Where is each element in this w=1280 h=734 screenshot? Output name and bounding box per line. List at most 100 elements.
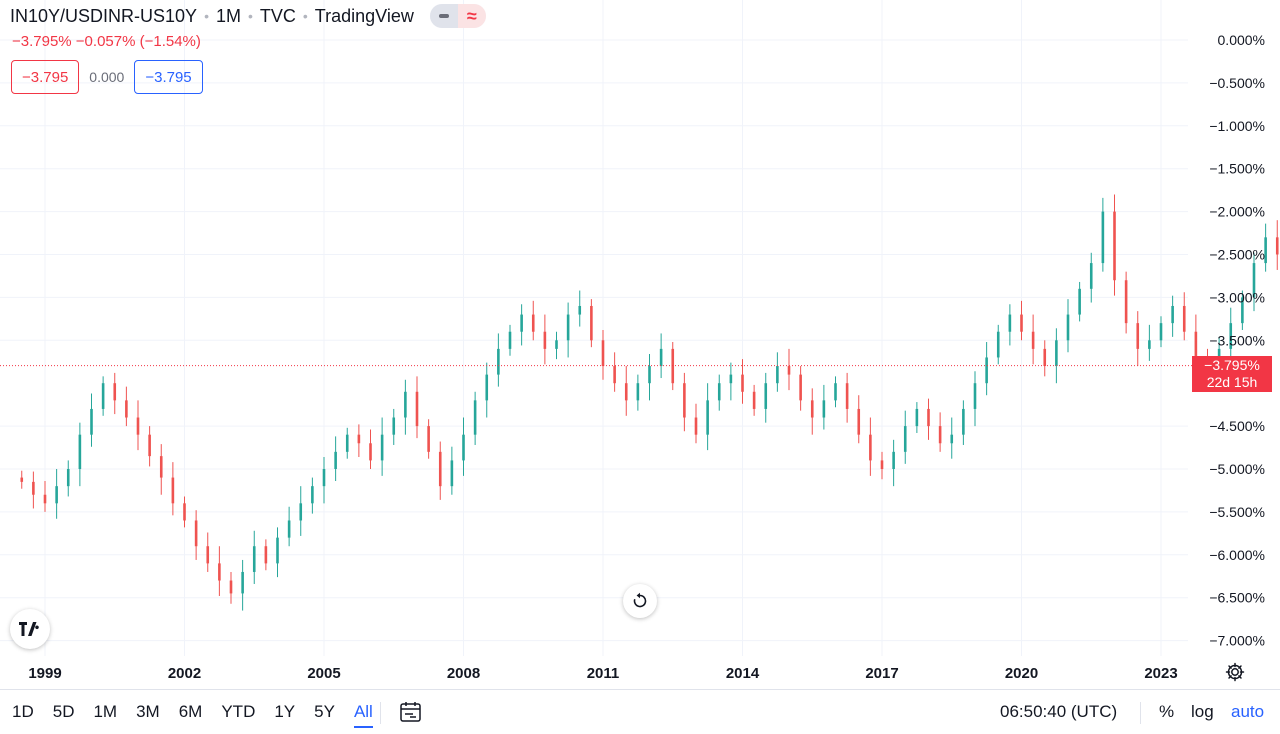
visibility-toggle[interactable]: ≈ [429, 4, 486, 28]
minus-icon[interactable] [429, 4, 458, 28]
candle [578, 290, 582, 327]
auto-scale-toggle[interactable]: auto [1231, 702, 1265, 721]
y-tick-label: 0.000% [1218, 32, 1265, 48]
candle [1229, 307, 1233, 361]
candle [1136, 311, 1140, 367]
candle [427, 419, 430, 459]
x-tick-label: 2008 [447, 665, 480, 682]
range-button-5d[interactable]: 5D [52, 702, 75, 721]
candle [136, 400, 140, 451]
candle [380, 417, 384, 476]
candle [1182, 292, 1186, 341]
candle [264, 539, 268, 571]
last-price-label: −3.795% 22d 15h [1192, 356, 1272, 392]
range-button-all[interactable]: All [353, 702, 373, 728]
range-button-6m[interactable]: 6M [178, 702, 203, 721]
candle [415, 376, 419, 439]
y-tick-label: −1.500% [1209, 161, 1265, 177]
exchange-label: TVC [259, 5, 296, 26]
x-tick-label: 2017 [865, 665, 898, 682]
candle [764, 372, 768, 423]
candle [43, 481, 47, 512]
candle [1031, 314, 1035, 365]
range-button-1y[interactable]: 1Y [274, 702, 296, 721]
candle [32, 471, 35, 509]
range-selector: 1D 5D 1M 3M 6M YTD 1Y 5Y All [12, 690, 392, 734]
price-change: −3.795% −0.057% (−1.54%) [12, 33, 201, 50]
x-tick-label: 2002 [168, 665, 201, 682]
x-tick-label: 2020 [1005, 665, 1038, 682]
candle [171, 462, 175, 516]
candle [683, 372, 686, 432]
candle [1008, 304, 1012, 346]
tradingview-logo-icon[interactable] [10, 609, 50, 649]
candle [950, 417, 954, 459]
candle [590, 299, 593, 348]
candle [473, 391, 477, 445]
buy-button[interactable]: −3.795 [134, 60, 203, 94]
candle [1089, 252, 1093, 303]
candle [869, 417, 872, 476]
range-button-1m[interactable]: 1M [93, 702, 118, 721]
candle [101, 376, 105, 416]
y-tick-label: −5.000% [1209, 461, 1265, 477]
y-tick-label: −6.500% [1209, 590, 1265, 606]
interval-label[interactable]: 1M [215, 5, 241, 26]
candle [357, 424, 361, 457]
range-button-ytd[interactable]: YTD [221, 702, 256, 721]
candle [810, 388, 814, 435]
candle [1078, 281, 1081, 322]
candle [729, 362, 733, 401]
candle [183, 496, 186, 528]
candle [1020, 300, 1023, 341]
candle [741, 359, 744, 404]
candle [1264, 223, 1267, 272]
candle [845, 372, 849, 423]
x-tick-label: 2014 [726, 665, 760, 682]
bottom-toolbar: 1D 5D 1M 3M 6M YTD 1Y 5Y All 06:50:40 (UTC) % lo… [0, 689, 1280, 734]
range-button-3m[interactable]: 3M [136, 702, 160, 721]
approx-wave-icon[interactable]: ≈ [457, 4, 486, 28]
calendar-range-icon[interactable] [399, 701, 423, 723]
x-tick-label: 1999 [28, 665, 61, 682]
candle [392, 408, 396, 445]
candle [927, 398, 930, 440]
candle [508, 324, 512, 356]
candle [369, 429, 372, 469]
x-tick-label: 2005 [307, 665, 340, 682]
symbol-name[interactable]: IN10Y/USDINR-US10Y [10, 5, 198, 26]
candle [613, 352, 616, 392]
candle [880, 451, 884, 480]
candle [159, 444, 163, 495]
gear-icon[interactable] [1224, 661, 1246, 683]
candle [799, 366, 802, 411]
y-tick-label: −4.500% [1209, 418, 1265, 434]
log-scale-toggle[interactable]: log [1191, 702, 1214, 721]
sell-button[interactable]: −3.795 [11, 60, 80, 94]
candle [20, 470, 24, 489]
candle [1043, 340, 1047, 377]
range-button-5y[interactable]: 5Y [314, 702, 335, 721]
candle [636, 374, 640, 411]
candle [438, 441, 442, 500]
candle [822, 384, 826, 430]
candle [1252, 252, 1256, 312]
candle [1066, 299, 1070, 353]
candle [624, 366, 628, 416]
range-button-1d[interactable]: 1D [12, 702, 34, 721]
y-tick-label: −7.000% [1209, 633, 1265, 649]
reset-chart-icon[interactable] [623, 584, 657, 618]
candle [78, 422, 82, 487]
candle [276, 527, 279, 578]
candle [1124, 271, 1128, 334]
candle [311, 477, 314, 514]
candle [566, 302, 570, 358]
candle [985, 342, 988, 396]
candle [531, 300, 535, 341]
percent-scale-toggle[interactable]: % [1159, 702, 1175, 721]
y-tick-label: −1.000% [1209, 118, 1265, 134]
y-tick-label: −3.500% [1209, 332, 1265, 348]
utc-clock[interactable]: 06:50:40 (UTC) [1000, 702, 1118, 721]
last-price-value: −3.795% [1204, 357, 1260, 373]
